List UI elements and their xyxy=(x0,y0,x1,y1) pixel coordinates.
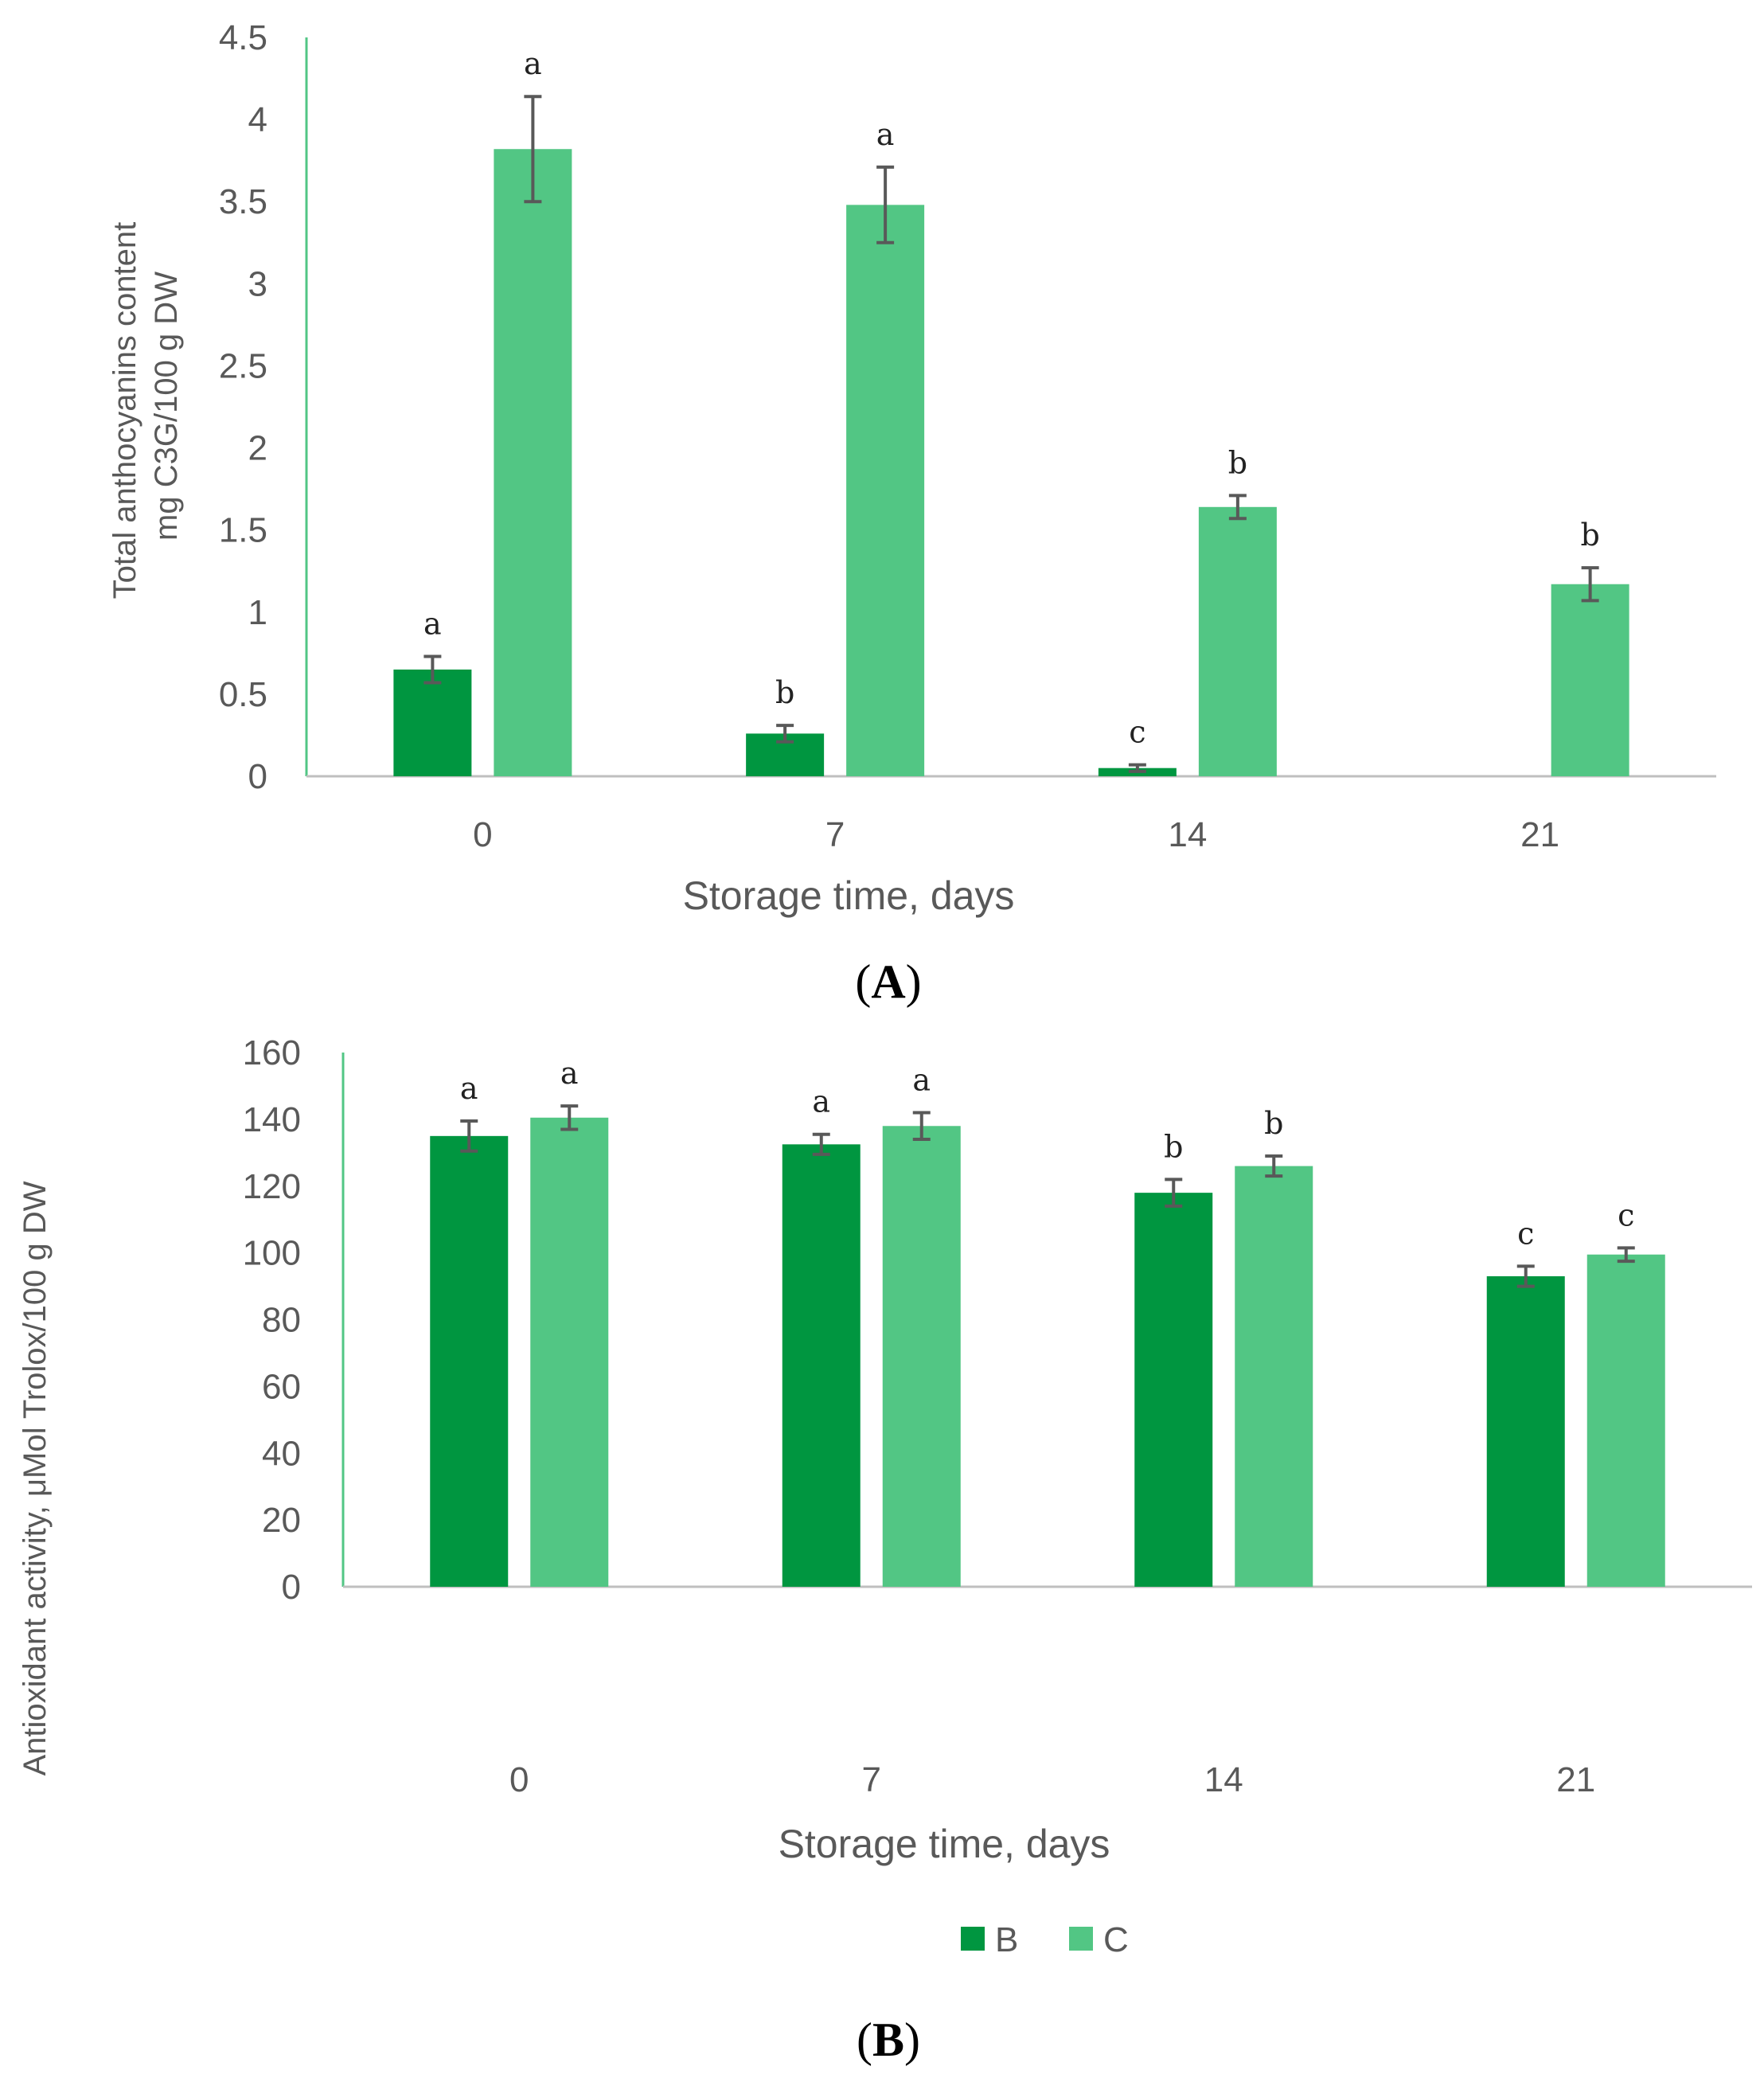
bar-c-day-21 xyxy=(1586,1254,1665,1587)
bars: a b c a a b b xyxy=(393,46,1629,777)
bar-b-day-7 xyxy=(782,1144,861,1587)
x-tick-label: 0 xyxy=(473,815,492,854)
y-tick-label: 0 xyxy=(282,1568,301,1607)
bar-c-day-0 xyxy=(494,149,572,777)
x-tick-label: 0 xyxy=(509,1760,529,1799)
y-tick-label: 0 xyxy=(248,757,267,796)
y-tick-label: 4 xyxy=(248,100,267,139)
x-axis-title: Storage time, days xyxy=(779,1822,1110,1866)
y-tick-label: 0.5 xyxy=(219,675,267,714)
y-axis-title: Antioxidant activity, μMol Trolox/100 g … xyxy=(18,1181,53,1775)
chart-panel-b: 0 20 40 60 80 100 120 140 160 0 7 14 21 a a b c a a b c Ant… xyxy=(18,1033,1752,2066)
bar-c-day-14 xyxy=(1198,506,1277,776)
panel-label-letter: A xyxy=(871,955,905,1008)
significance-letter: c xyxy=(1618,1197,1634,1232)
bar-c-day-7 xyxy=(846,205,925,776)
y-tick-label: 20 xyxy=(262,1501,301,1540)
significance-letter: c xyxy=(1129,715,1145,750)
significance-letter: a xyxy=(876,117,895,152)
bar-b-day-0 xyxy=(430,1135,509,1587)
bar-c-day-7 xyxy=(882,1126,961,1587)
significance-letter: b xyxy=(1264,1106,1283,1141)
legend-label-b: B xyxy=(995,1920,1018,1959)
panel-label-letter: B xyxy=(872,2014,904,2066)
y-tick-label: 2.5 xyxy=(219,346,267,385)
significance-letter: c xyxy=(1517,1216,1534,1251)
significance-letter: a xyxy=(460,1071,478,1106)
legend: B C xyxy=(961,1920,1129,1959)
y-tick-label: 60 xyxy=(262,1367,301,1406)
significance-letter: b xyxy=(775,675,794,710)
significance-letter: a xyxy=(912,1062,931,1097)
y-tick-label: 2 xyxy=(248,429,267,468)
significance-letter: a xyxy=(812,1084,830,1119)
significance-letter: b xyxy=(1164,1129,1183,1164)
y-tick-label: 80 xyxy=(262,1301,301,1340)
legend-label-c: C xyxy=(1103,1920,1129,1959)
x-tick-label: 21 xyxy=(1556,1760,1595,1799)
y-axis-title-line1: Total anthocyanins content xyxy=(107,222,142,600)
bar-c-day-14 xyxy=(1235,1166,1313,1587)
bar-c-day-21 xyxy=(1551,584,1629,776)
significance-letter: a xyxy=(524,46,542,81)
bar-b-day-14 xyxy=(1134,1193,1213,1587)
significance-letter: a xyxy=(560,1056,579,1091)
y-tick-label: 1 xyxy=(248,593,267,632)
axes: 0 0.5 1 1.5 2 2.5 3 3.5 4 4.5 0 7 14 21 xyxy=(219,18,1716,854)
x-tick-label: 21 xyxy=(1520,815,1559,854)
bar-c-day-0 xyxy=(530,1117,609,1587)
y-tick-label: 120 xyxy=(243,1167,301,1206)
y-tick-label: 160 xyxy=(243,1033,301,1072)
y-tick-label: 100 xyxy=(243,1234,301,1273)
y-tick-label: 3 xyxy=(248,264,267,303)
x-tick-label: 7 xyxy=(825,815,845,854)
legend-swatch-b xyxy=(961,1927,985,1951)
bar-b-day-21 xyxy=(1486,1275,1565,1587)
x-tick-label: 14 xyxy=(1168,815,1207,854)
significance-letter: b xyxy=(1580,518,1599,553)
y-axis-title-line2: mg C3G/100 g DW xyxy=(149,271,184,541)
legend-swatch-c xyxy=(1069,1927,1093,1951)
significance-letter: b xyxy=(1228,445,1247,480)
panel-label: (A) xyxy=(855,955,921,1008)
x-axis-title: Storage time, days xyxy=(683,873,1015,918)
y-tick-label: 4.5 xyxy=(219,18,267,57)
bar-b-day-0 xyxy=(393,669,472,776)
x-tick-label: 7 xyxy=(862,1760,881,1799)
y-tick-label: 140 xyxy=(243,1100,301,1139)
y-tick-label: 1.5 xyxy=(219,511,267,550)
y-axis-title: Total anthocyanins content mg C3G/100 g … xyxy=(107,213,184,600)
y-tick-label: 3.5 xyxy=(219,182,267,221)
y-tick-label: 40 xyxy=(262,1434,301,1473)
bars: a a b c a a b c xyxy=(430,1056,1665,1587)
chart-panel-a: 0 0.5 1 1.5 2 2.5 3 3.5 4 4.5 0 7 14 21 a b c a a b b Total… xyxy=(107,18,1716,1008)
significance-letter: a xyxy=(423,606,442,641)
panel-label: (B) xyxy=(857,2014,920,2066)
x-tick-label: 14 xyxy=(1204,1760,1243,1799)
